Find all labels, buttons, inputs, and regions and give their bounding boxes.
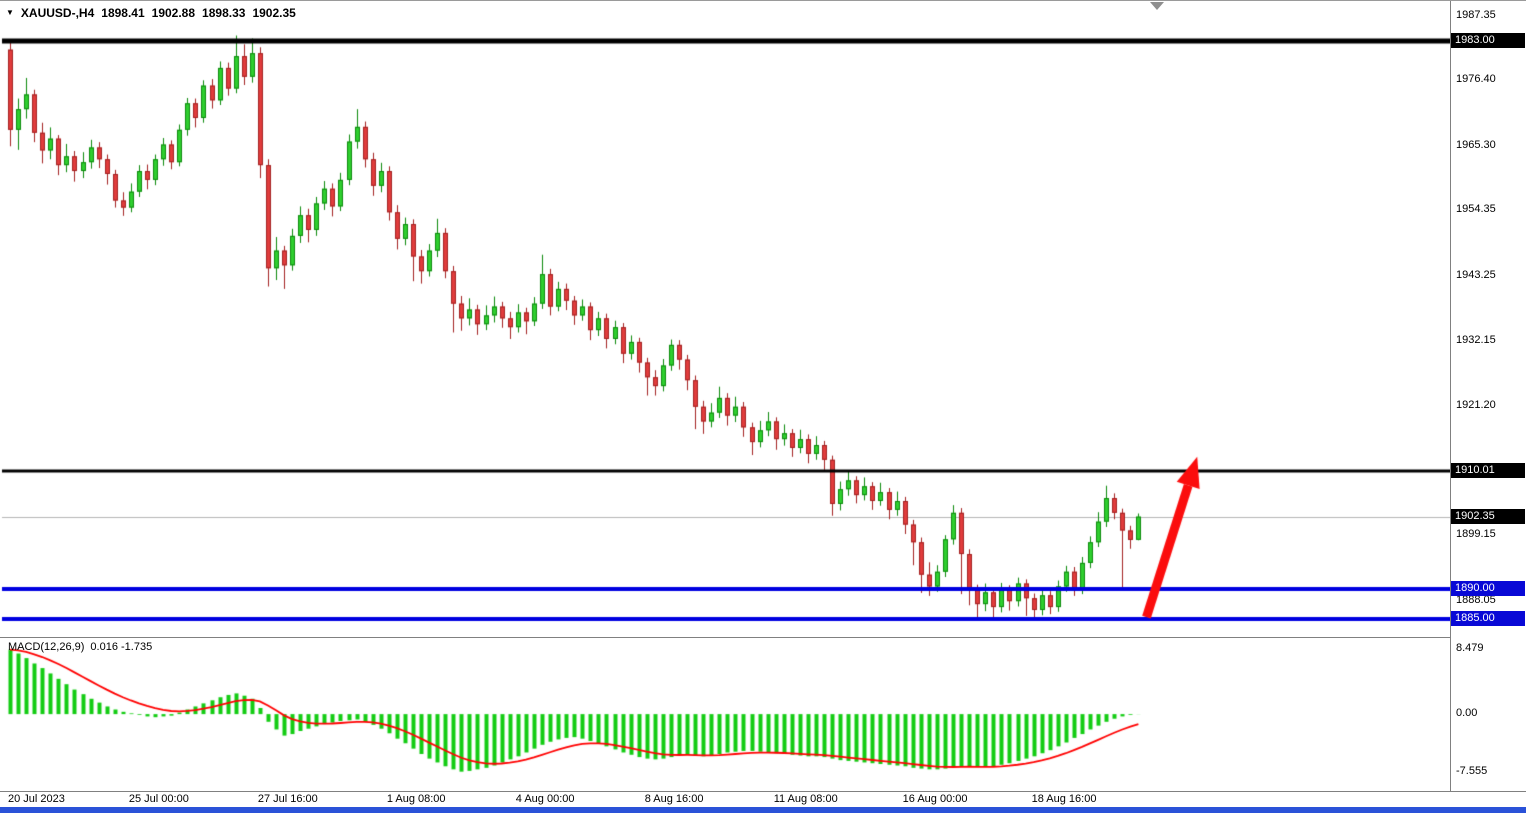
time-tick-label: 11 Aug 08:00 [773, 793, 838, 805]
price-chart-canvas[interactable] [0, 1, 1450, 791]
price-tick-label: 1965.30 [1456, 138, 1496, 151]
time-tick-label: 16 Aug 00:00 [902, 793, 968, 805]
price-axis-divider [1450, 1, 1451, 791]
price-tick-label: 1899.15 [1456, 528, 1496, 541]
ohlc-high: 1902.88 [151, 6, 196, 20]
macd-tick-label: -7.555 [1456, 765, 1488, 778]
price-tick-label: 1987.35 [1456, 8, 1496, 21]
symbol-dropdown-icon[interactable]: ▼ [6, 8, 14, 17]
price-badge: 1890.00 [1451, 581, 1525, 597]
macd-indicator-label: MACD(12,26,9) 0.016 -1.735 [8, 641, 152, 653]
time-axis-separator [0, 791, 1526, 792]
pane-separator[interactable] [0, 637, 1450, 638]
time-tick-label: 27 Jul 16:00 [257, 793, 318, 805]
time-tick-label: 18 Aug 16:00 [1031, 793, 1097, 805]
price-badge: 1910.01 [1451, 463, 1525, 479]
macd-tick-label: 8.479 [1456, 642, 1484, 655]
price-badge: 1885.00 [1451, 610, 1525, 626]
price-tick-label: 1954.35 [1456, 203, 1496, 216]
price-tick-label: 1943.25 [1456, 268, 1496, 281]
chart-header: ▼ XAUUSD-,H4 1898.41 1902.88 1898.33 190… [6, 6, 296, 20]
time-axis: 20 Jul 2023 25 Jul 00:00 27 Jul 16:00 1 Aug… [0, 793, 1450, 808]
price-badge: 1983.00 [1451, 33, 1525, 49]
time-tick-label: 25 Jul 00:00 [128, 793, 189, 805]
price-tick-label: 1888.05 [1456, 593, 1496, 606]
time-tick-label: 8 Aug 16:00 [644, 793, 704, 805]
price-tick-label: 1932.15 [1456, 334, 1496, 347]
ohlc-open: 1898.41 [101, 6, 145, 20]
time-tick-label: 20 Jul 2023 [8, 793, 65, 805]
price-tick-label: 1976.40 [1456, 73, 1496, 86]
price-badge: 1902.35 [1451, 508, 1525, 524]
ohlc-low: 1898.33 [202, 6, 246, 20]
time-tick-label: 4 Aug 00:00 [515, 793, 575, 805]
macd-values: 0.016 -1.735 [90, 641, 153, 653]
price-axis: 1987.35 1976.40 1965.30 1954.35 1943.25 1932.… [1450, 1, 1526, 791]
ohlc-close: 1902.35 [252, 6, 296, 20]
time-tick-label: 1 Aug 08:00 [386, 793, 446, 805]
window-bottom-strip [0, 807, 1526, 813]
macd-tick-label: 0.00 [1456, 707, 1478, 720]
symbol-timeframe-label: XAUUSD-,H4 [20, 6, 95, 20]
price-tick-label: 1921.20 [1456, 398, 1496, 411]
macd-name: MACD(12,26,9) [8, 641, 85, 653]
chart-shift-marker-icon[interactable] [1150, 2, 1164, 10]
